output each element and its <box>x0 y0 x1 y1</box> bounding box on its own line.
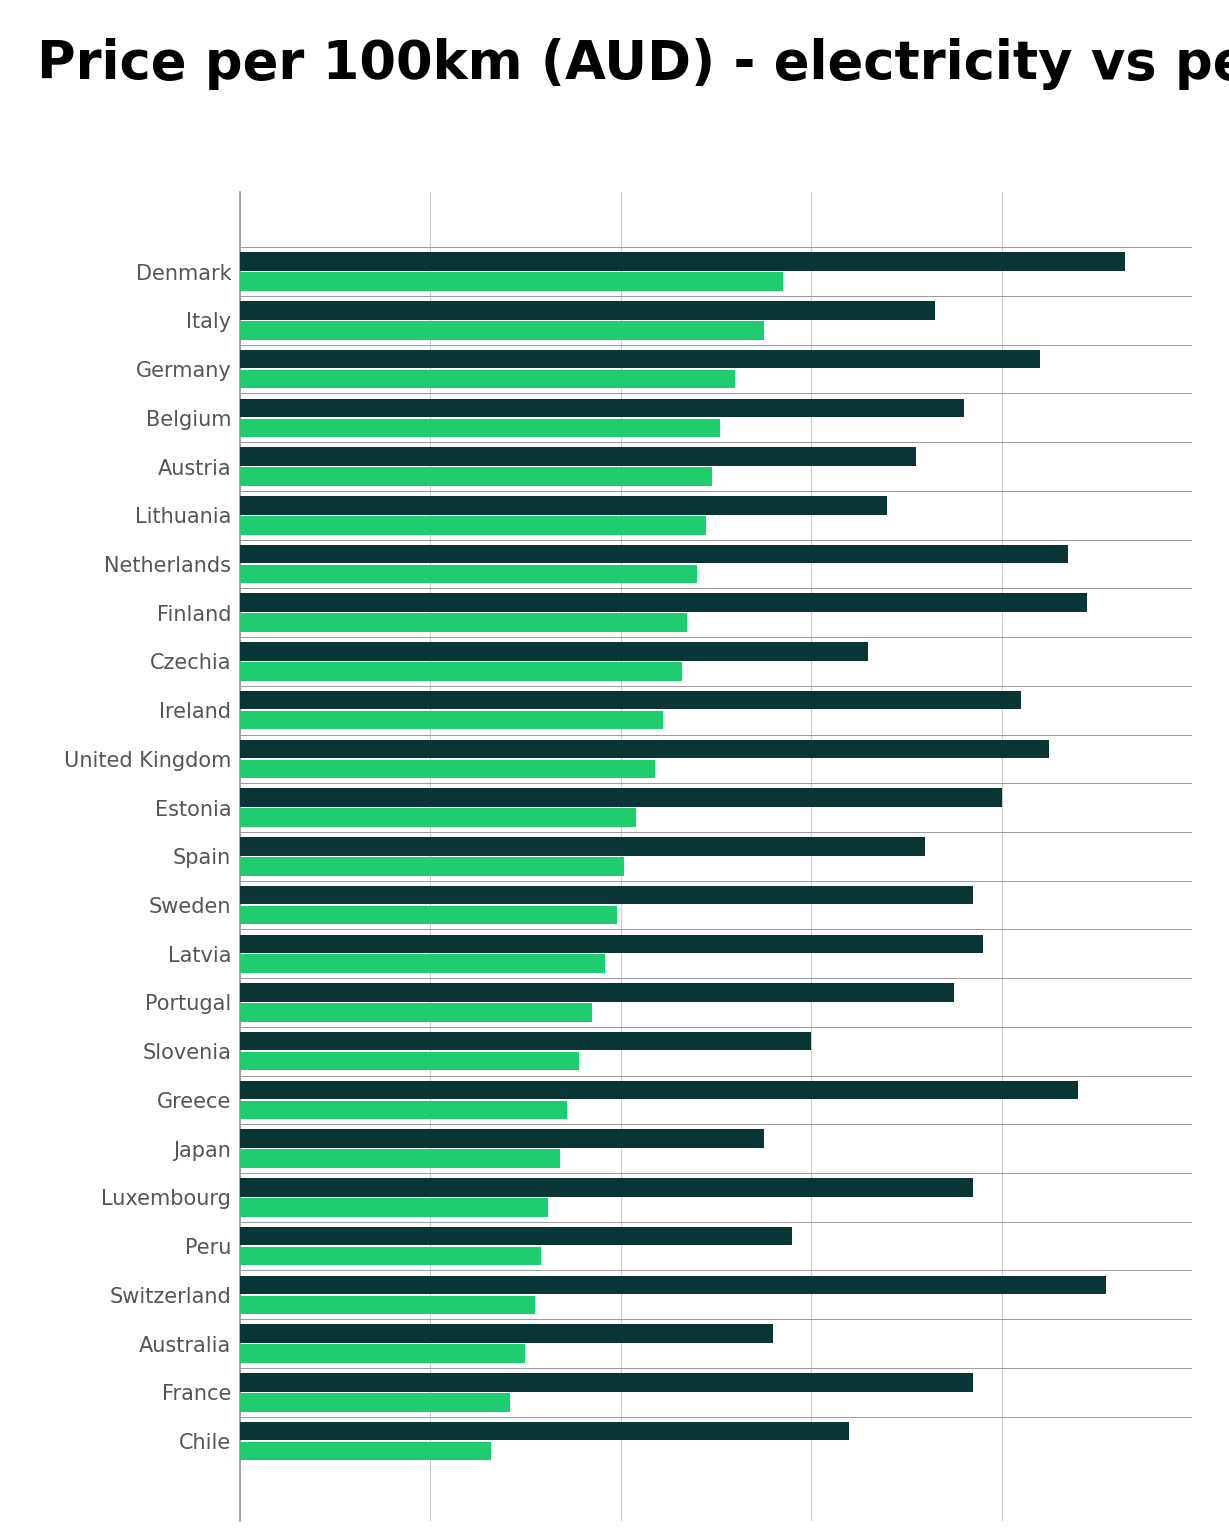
Bar <box>240 954 606 972</box>
Bar <box>240 886 973 905</box>
Bar <box>240 691 1020 710</box>
Bar <box>240 418 720 438</box>
Bar <box>240 1295 535 1315</box>
Bar <box>240 808 635 826</box>
Bar <box>240 857 624 876</box>
Bar <box>240 1129 763 1147</box>
Bar <box>240 906 617 925</box>
Bar <box>240 613 687 631</box>
Bar <box>240 934 982 952</box>
Bar <box>240 321 763 339</box>
Bar <box>240 496 887 515</box>
Bar <box>240 1324 773 1342</box>
Bar <box>240 565 697 584</box>
Bar <box>240 370 735 389</box>
Bar <box>240 545 1068 564</box>
Bar <box>240 1442 492 1461</box>
Bar <box>240 272 783 290</box>
Bar <box>240 1081 1078 1100</box>
Bar <box>240 1052 579 1071</box>
Bar <box>240 662 682 680</box>
Bar <box>240 1198 548 1217</box>
Bar <box>240 398 964 418</box>
Bar <box>240 1422 849 1441</box>
Bar <box>240 1247 541 1266</box>
Bar <box>240 1393 510 1412</box>
Bar <box>240 1101 568 1120</box>
Bar <box>240 516 707 535</box>
Bar <box>240 1032 811 1051</box>
Bar <box>240 711 662 730</box>
Bar <box>240 467 712 485</box>
Bar <box>240 593 1088 611</box>
Bar <box>240 983 954 1001</box>
Bar <box>240 788 1002 806</box>
Bar <box>240 1227 791 1246</box>
Bar <box>240 740 1050 759</box>
Text: Price per 100km (AUD) - electricity vs petrol: Price per 100km (AUD) - electricity vs p… <box>37 38 1229 91</box>
Bar <box>240 350 1040 369</box>
Bar <box>240 1373 973 1392</box>
Bar <box>240 642 868 660</box>
Bar <box>240 1003 592 1021</box>
Bar <box>240 1275 1106 1295</box>
Bar <box>240 1178 973 1197</box>
Bar <box>240 447 916 465</box>
Bar <box>240 1344 525 1362</box>
Bar <box>240 301 935 319</box>
Bar <box>240 1149 559 1167</box>
Bar <box>240 837 925 856</box>
Bar <box>240 252 1126 270</box>
Bar <box>240 760 655 779</box>
